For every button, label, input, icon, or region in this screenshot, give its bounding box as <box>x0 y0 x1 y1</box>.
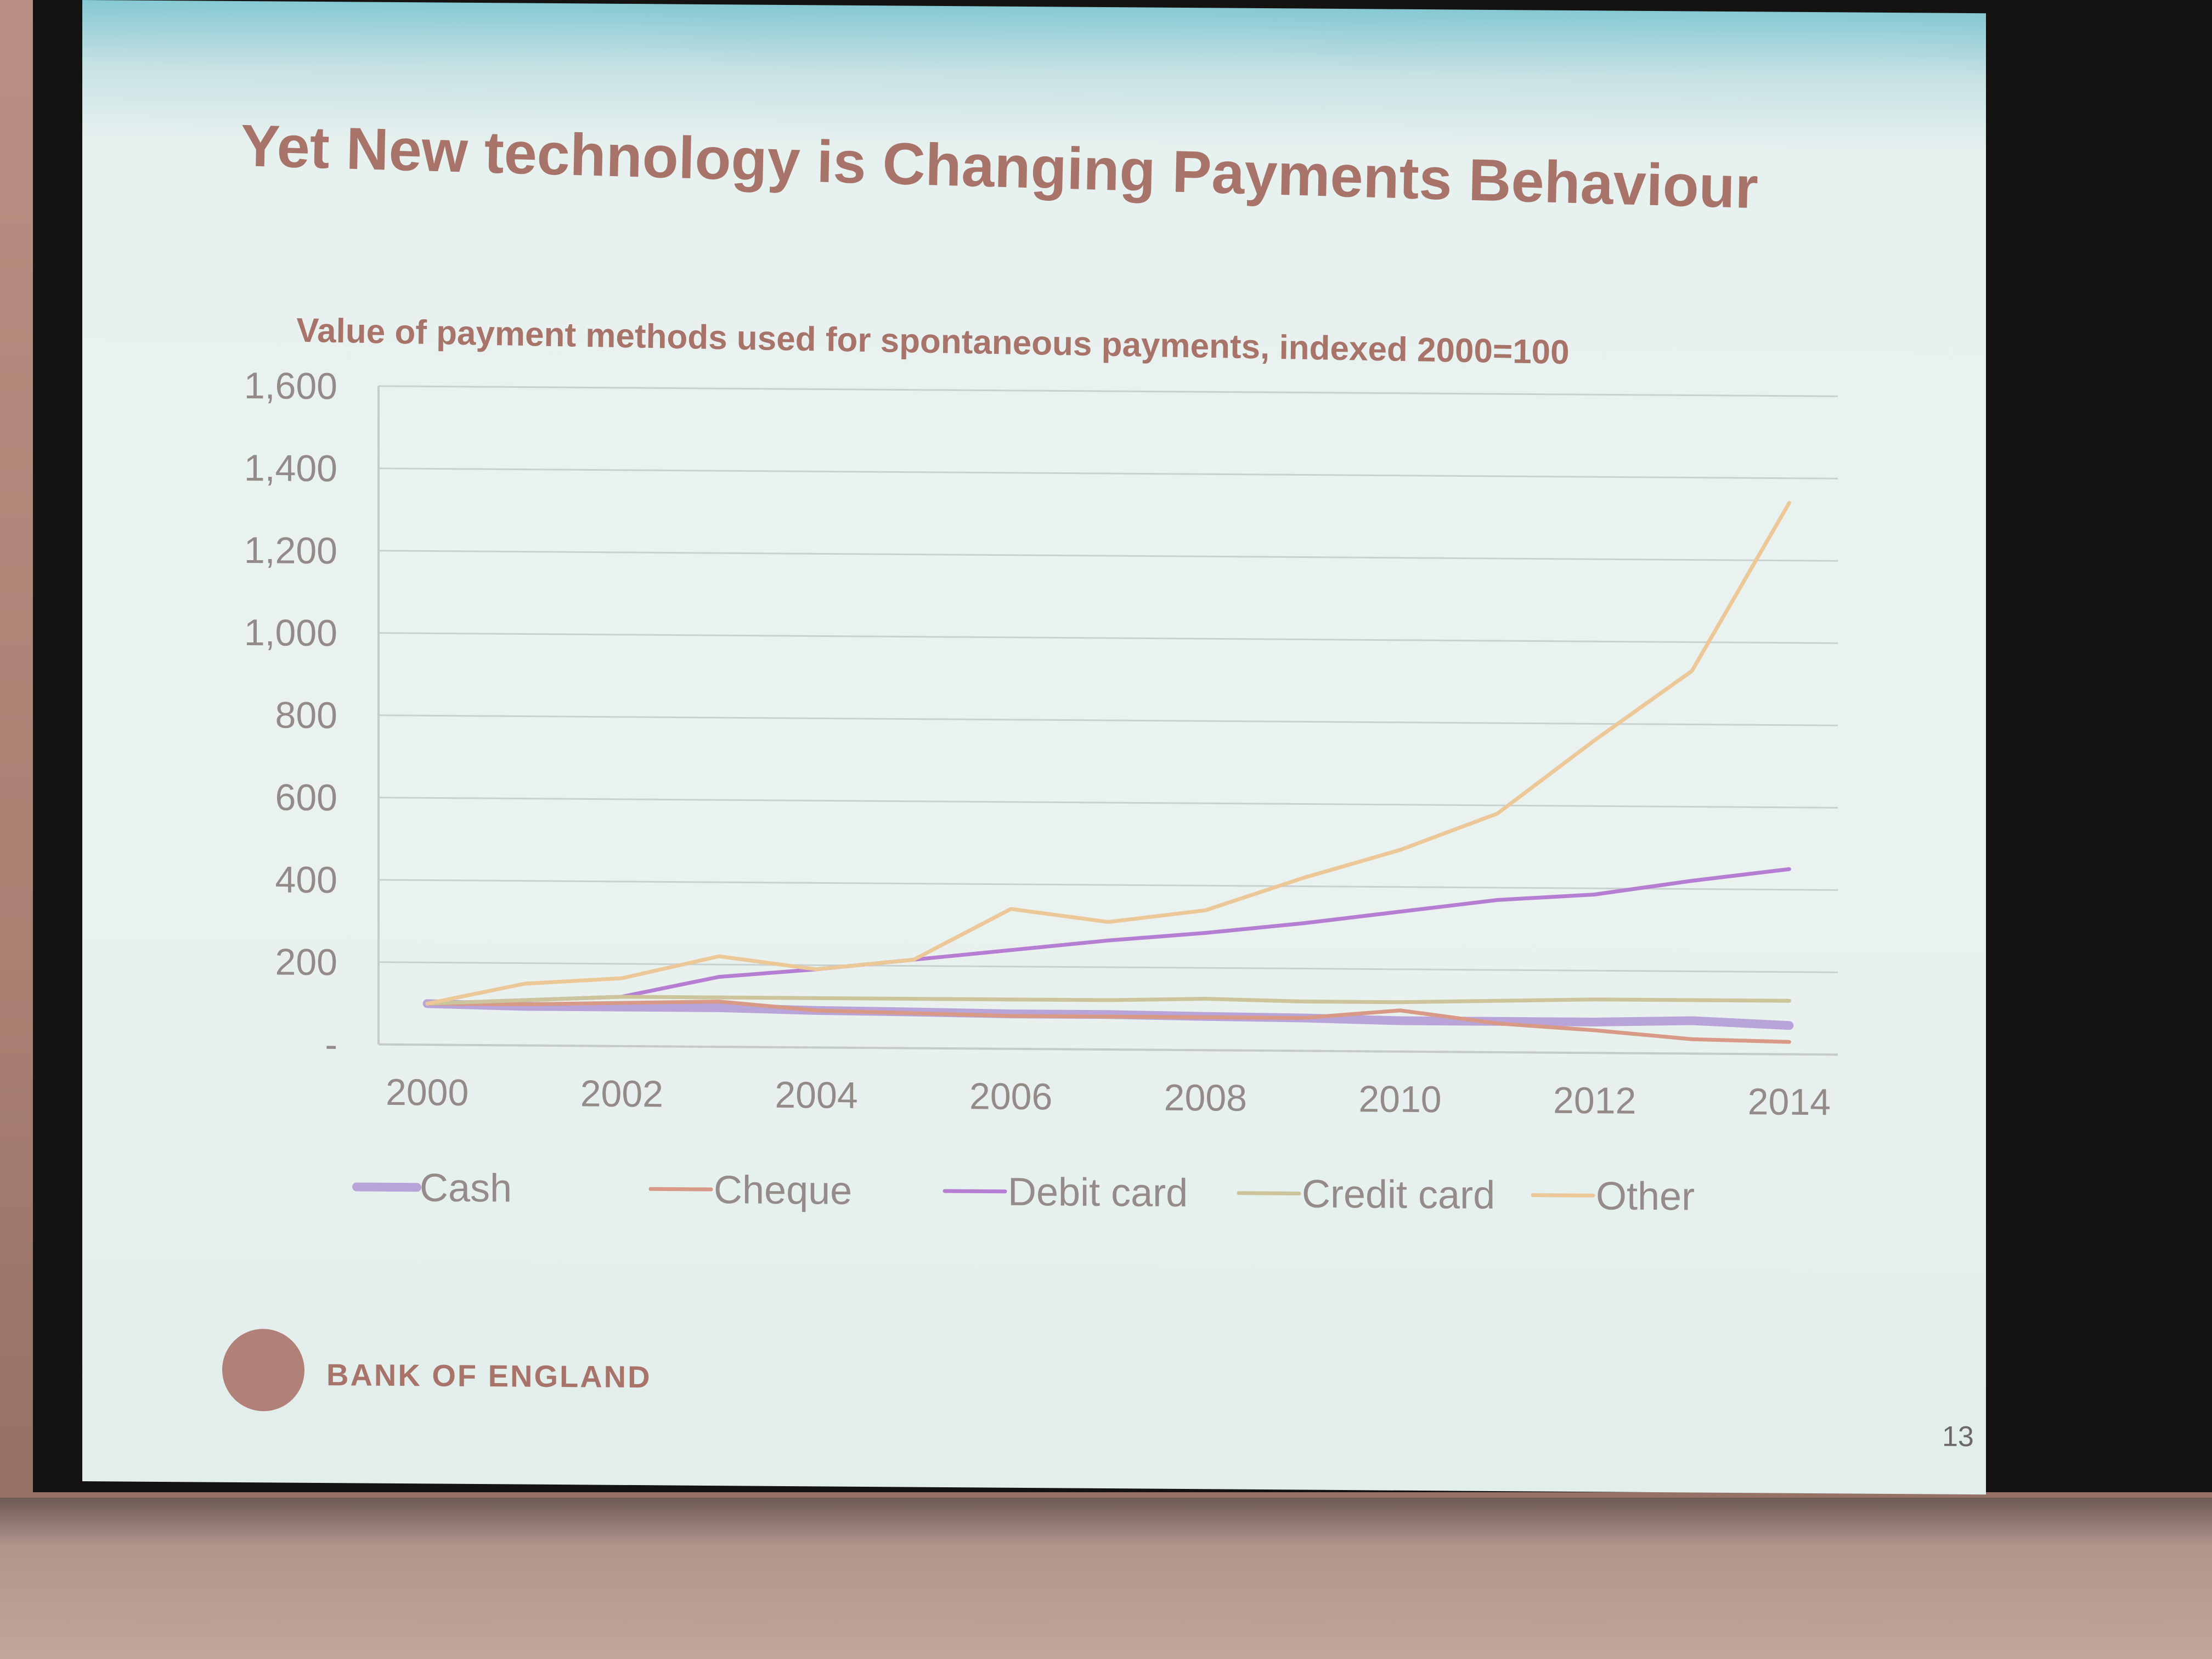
y-tick-label: 1,000 <box>244 612 337 654</box>
gridline <box>379 797 1838 809</box>
legend-swatch-debit-card <box>943 1189 1007 1194</box>
y-tick-label: 1,400 <box>244 447 337 489</box>
bank-of-england-logo <box>222 1328 304 1412</box>
chart-title: Value of payment methods used for sponta… <box>296 312 1570 371</box>
y-axis-ticks: - 200 400 600 800 1,000 1,200 1,400 1,600 <box>244 365 337 1065</box>
x-tick-label: 2002 <box>580 1073 663 1115</box>
legend-label-cash: Cash <box>420 1166 512 1210</box>
line-chart: Value of payment methods used for sponta… <box>244 312 1838 1219</box>
series-line-cheque <box>425 1000 1791 1044</box>
legend-swatch-credit-card <box>1237 1191 1301 1195</box>
legend-label-credit-card: Credit card <box>1302 1172 1495 1217</box>
legend-label-other: Other <box>1596 1174 1695 1218</box>
x-axis-line <box>379 1043 1838 1056</box>
y-tick-label: - <box>325 1024 337 1065</box>
y-tick-label: 1,200 <box>244 529 337 572</box>
series-lines <box>422 501 1794 1044</box>
series-line-credit-card <box>425 995 1791 1006</box>
series-line-cash <box>422 999 1794 1030</box>
x-tick-label: 2004 <box>775 1074 857 1116</box>
gridlines <box>379 385 1838 973</box>
organization-name: BANK OF ENGLAND <box>326 1357 652 1395</box>
y-tick-label: 600 <box>275 776 337 819</box>
series-line-debit-card <box>425 867 1791 1006</box>
axes <box>377 386 1838 1056</box>
gridline <box>379 879 1838 891</box>
legend: Cash Cheque Debit card Credit card Other <box>352 1166 1695 1219</box>
x-tick-label: 2000 <box>386 1071 469 1114</box>
gridline <box>379 467 1838 479</box>
x-tick-label: 2012 <box>1553 1080 1636 1122</box>
y-tick-label: 800 <box>275 694 337 736</box>
page-number: 13 <box>1942 1420 1974 1453</box>
legend-label-debit-card: Debit card <box>1008 1170 1188 1215</box>
gridline <box>379 714 1838 726</box>
y-tick-label: 200 <box>275 941 337 983</box>
y-tick-label: 1,600 <box>244 365 337 407</box>
gridline <box>379 961 1838 973</box>
y-tick-label: 400 <box>275 859 337 901</box>
projected-slide: Yet New technology is Changing Payments … <box>82 0 1986 1495</box>
series-line-other <box>425 501 1791 1006</box>
screen-frame: Yet New technology is Changing Payments … <box>33 0 2212 1495</box>
gridline <box>379 385 1838 397</box>
x-tick-label: 2014 <box>1748 1081 1831 1123</box>
wall-below-screen <box>0 1498 2212 1659</box>
gridline <box>379 550 1838 562</box>
x-axis-ticks: 2000 2002 2004 2006 2008 2010 2012 2014 <box>386 1071 1831 1123</box>
x-tick-label: 2008 <box>1164 1077 1247 1119</box>
legend-label-cheque: Cheque <box>714 1168 852 1213</box>
x-tick-label: 2006 <box>969 1075 1052 1118</box>
gridline <box>379 632 1838 644</box>
x-tick-label: 2010 <box>1358 1078 1441 1120</box>
